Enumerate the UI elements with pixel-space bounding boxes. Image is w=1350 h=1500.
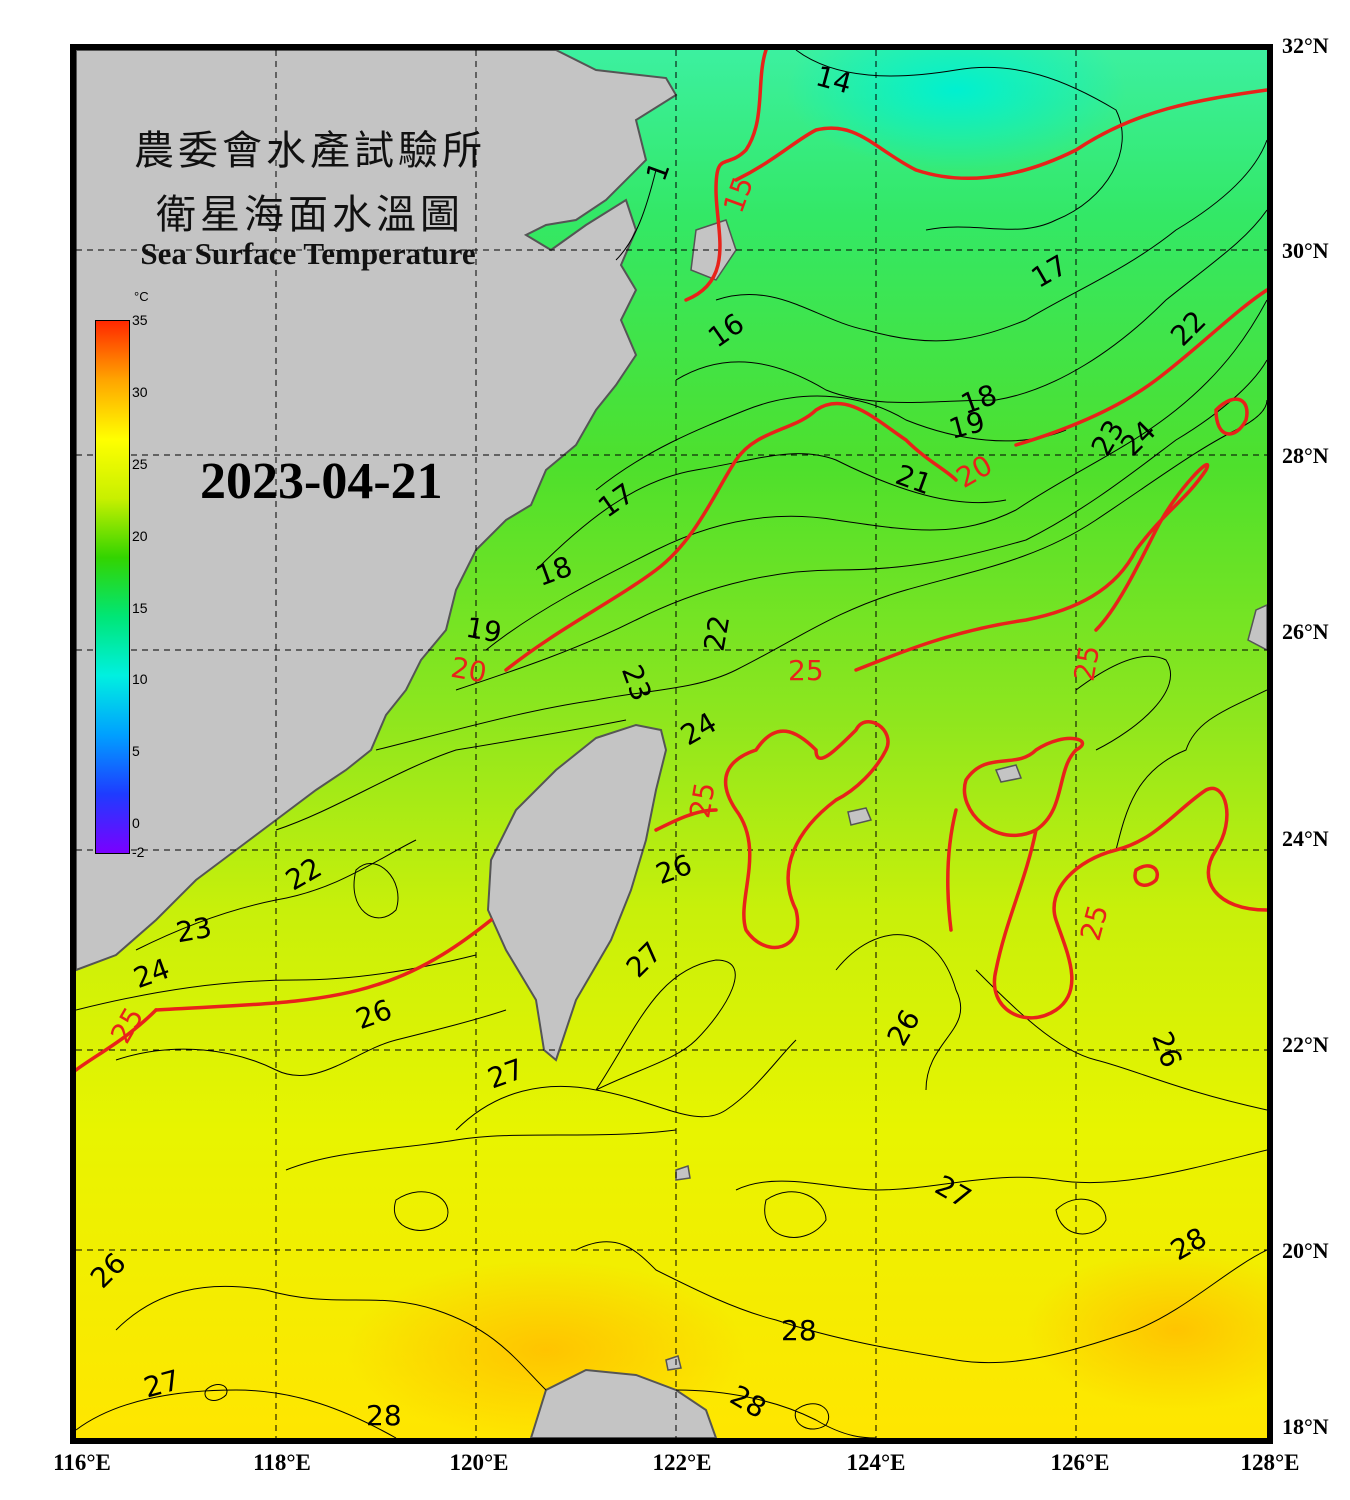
luzon-island [529, 1368, 718, 1438]
isotherm-label: 22 [698, 613, 737, 654]
title-english: Sea Surface Temperature [140, 236, 476, 271]
title-chinese-line1: 農委會水產試驗所 [134, 128, 486, 174]
lat-label-28n: 28°N [1282, 443, 1329, 468]
isotherm-label: 25 [788, 654, 824, 687]
isotherm-label: 23 [173, 911, 214, 950]
isotherm-label: 20 [448, 651, 489, 690]
lon-label-126e: 126°E [1050, 1450, 1110, 1475]
lon-label-128e: 128°E [1240, 1450, 1300, 1475]
colorbar-tick-label: 25 [132, 455, 148, 472]
lat-label-18n: 18°N [1282, 1414, 1329, 1439]
isotherm-label: 25 [683, 780, 722, 821]
isotherm-label: 28 [781, 1314, 817, 1347]
isotherm-label: 19 [463, 611, 504, 650]
sst-map-svg: 14 15 16 17 17 18 18 19 19 20 20 21 22 2… [76, 50, 1267, 1438]
lon-label-118e: 118°E [253, 1450, 311, 1475]
lat-label-26n: 26°N [1282, 619, 1329, 644]
colorbar-tick-label: 0 [132, 815, 140, 832]
colorbar-tick-label: 35 [132, 312, 148, 328]
colorbar-tick-label: 30 [132, 383, 148, 400]
colorbar-tick-label: 20 [132, 527, 148, 544]
title-chinese-line2: 衛星海面水溫圖 [156, 192, 464, 238]
warm-water-patch [1026, 1250, 1267, 1410]
taiwan-island [486, 723, 668, 1062]
mainland-china [76, 50, 678, 972]
lon-label-124e: 124°E [846, 1450, 906, 1475]
lon-label-122e: 122°E [652, 1450, 712, 1475]
colorbar-tick-label: 5 [132, 743, 140, 760]
isotherm-label: 25 [1068, 643, 1107, 684]
colorbar-tick-label: -2 [132, 844, 145, 860]
colorbar-unit: °C [134, 289, 149, 304]
sst-map: 14 15 16 17 17 18 18 19 19 20 20 21 22 2… [70, 44, 1273, 1444]
lon-label-116e: 116°E [53, 1450, 111, 1475]
colorbar [95, 320, 130, 854]
colorbar-tick-label: 15 [132, 599, 148, 616]
lat-label-32n: 32°N [1282, 33, 1329, 58]
graticule [76, 50, 1267, 1438]
small-islands [665, 219, 1267, 1371]
colorbar-tick-label: 10 [132, 671, 148, 688]
lon-label-120e: 120°E [449, 1450, 509, 1475]
lat-label-22n: 22°N [1282, 1032, 1329, 1057]
date-label: 2023-04-21 [200, 453, 443, 510]
lat-label-24n: 24°N [1282, 826, 1329, 851]
lat-label-20n: 20°N [1282, 1238, 1329, 1263]
black-isotherms [76, 50, 1267, 1438]
lat-label-30n: 30°N [1282, 238, 1329, 263]
isotherm-label: 28 [366, 1399, 402, 1432]
red-isotherms [76, 50, 1267, 1072]
